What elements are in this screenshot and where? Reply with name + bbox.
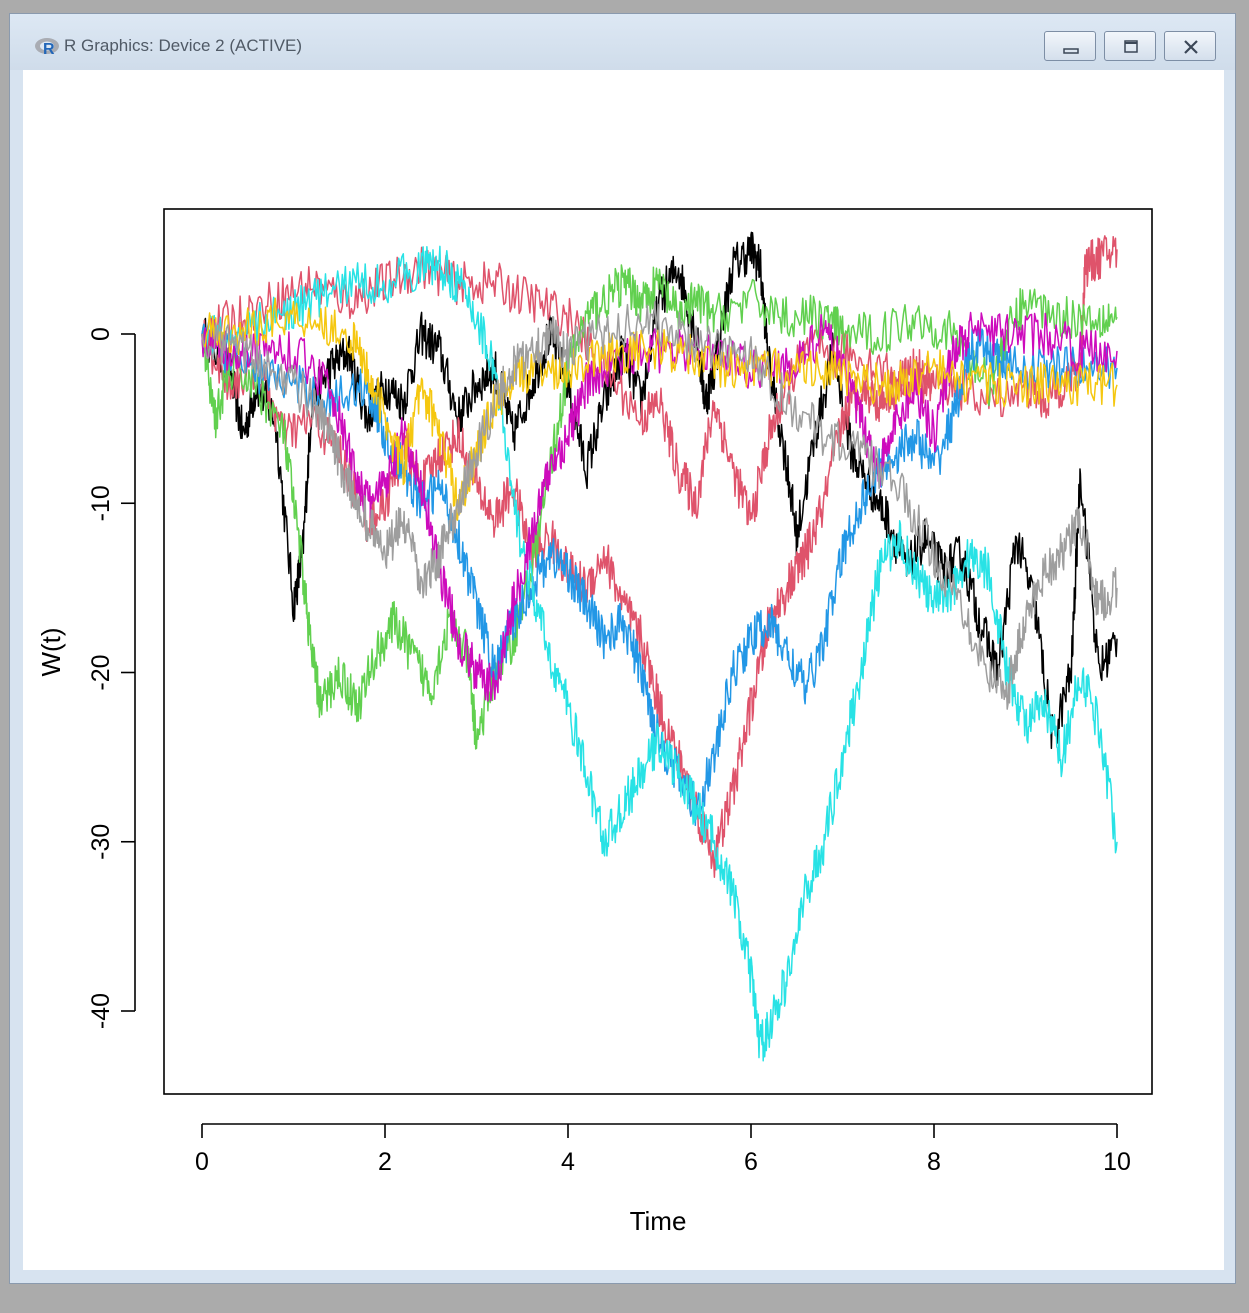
svg-text:R: R [43,41,55,58]
window-title: R Graphics: Device 2 (ACTIVE) [64,36,303,55]
r-logo-icon: R [34,36,60,58]
title-bar[interactable]: R R Graphics: Device 2 (ACTIVE) [10,14,1235,70]
y-axis-label: W(t) [36,627,66,676]
x-tick-label: 0 [195,1148,209,1176]
brownian-motion-chart: 0 2 4 6 8 10 0 -10 -20 -30 -40 Time W(t) [36,208,1153,1236]
y-tick-label: -20 [87,654,115,690]
y-tick-label: -40 [87,993,115,1029]
y-tick-label: 0 [87,327,115,341]
close-icon [1184,40,1198,54]
plot-area: 0 2 4 6 8 10 0 -10 -20 -30 -40 Time W(t) [23,70,1224,1270]
series-line-1 [201,231,1118,750]
series-line-4 [201,264,1118,750]
series-line-3 [201,319,935,878]
r-graphics-window: R R Graphics: Device 2 (ACTIVE) 0 2 4 6 8 10 [9,13,1236,1284]
minimize-button[interactable] [1044,31,1096,61]
series-line-2 [201,235,1118,526]
x-tick-label: 2 [378,1148,392,1176]
series-line-6 [201,245,1118,1062]
x-axis-label: Time [630,1206,687,1236]
y-tick-label: -30 [87,824,115,860]
y-tick-label: -10 [87,485,115,521]
series-line-9 [201,300,1118,710]
plot-frame [163,208,1153,1095]
x-tick-label: 6 [744,1148,758,1176]
x-tick-label: 4 [561,1148,575,1176]
series-layer [201,231,1118,1062]
x-axis: 0 2 4 6 8 10 [195,1123,1131,1176]
minimize-icon [1063,48,1079,54]
close-button[interactable] [1164,31,1216,61]
x-tick-label: 10 [1103,1148,1131,1176]
series-line-7 [201,311,1118,702]
maximize-icon [1124,40,1138,53]
y-axis: 0 -10 -20 -30 -40 [87,327,136,1029]
x-tick-label: 8 [927,1148,941,1176]
maximize-button[interactable] [1104,31,1156,61]
